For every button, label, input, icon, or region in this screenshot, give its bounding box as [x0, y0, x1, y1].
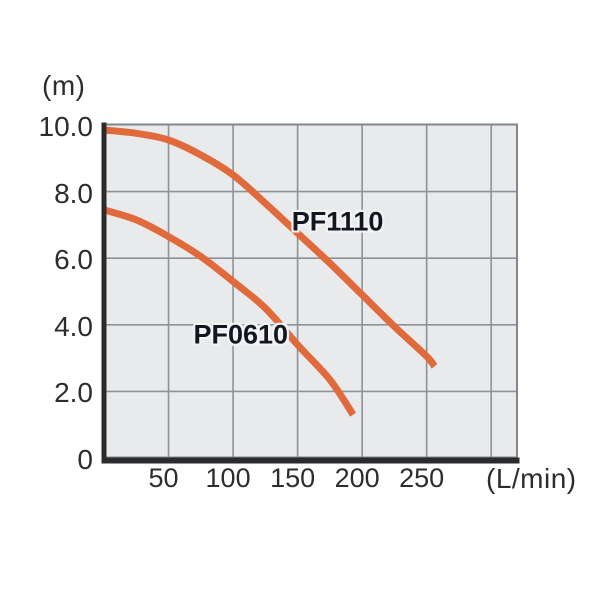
series-label-pf1110: PF1110: [291, 206, 384, 237]
y-tick-label: 6.0: [54, 244, 93, 276]
x-tick-label: 50: [148, 463, 179, 493]
x-tick-label: 150: [270, 463, 316, 493]
series-label-pf0610: PF0610: [193, 319, 289, 350]
x-tick-label: 250: [399, 463, 445, 493]
y-tick-label: 10.0: [38, 111, 94, 142]
curve-pf1110: [103, 126, 438, 369]
x-tick-label: 200: [334, 463, 380, 493]
y-tick-label: 2.0: [54, 377, 93, 409]
y-axis-unit-label: (m): [42, 70, 86, 101]
curve-pf0610: [102, 206, 357, 417]
plot-background: [104, 125, 517, 458]
x-tick-label: 100: [205, 463, 251, 493]
y-tick-label: 0: [77, 444, 93, 475]
x-axis-unit-label: (L/min): [486, 463, 577, 494]
y-tick-label: 8.0: [54, 177, 93, 209]
y-tick-label: 4.0: [54, 310, 93, 342]
